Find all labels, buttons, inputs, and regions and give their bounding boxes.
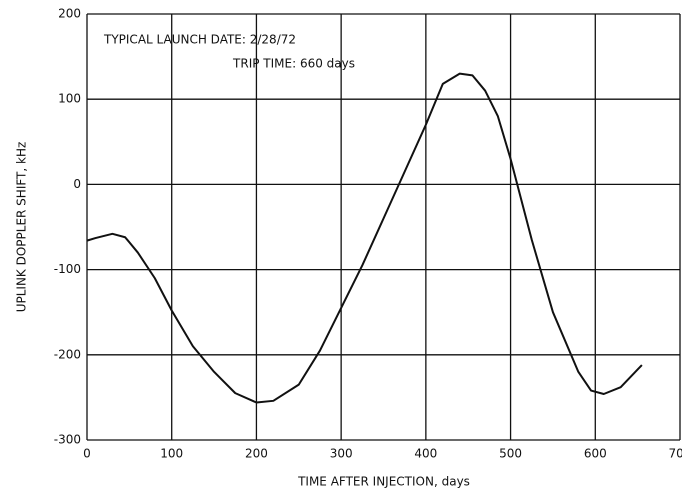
- y-tick-label: -300: [54, 433, 81, 447]
- y-tick-label: 200: [58, 7, 81, 21]
- x-tick-label: 600: [584, 447, 607, 461]
- x-tick-label: 100: [160, 447, 183, 461]
- y-tick-label: -200: [54, 347, 81, 361]
- x-tick-label: 300: [330, 447, 353, 461]
- y-tick-label: 100: [58, 92, 81, 106]
- y-axis-label: UPLINK DOPPLER SHIFT, kHz: [15, 142, 29, 313]
- data-line: [86, 72, 643, 404]
- y-tick-label: -100: [54, 262, 81, 276]
- y-tick-label: 0: [73, 177, 81, 191]
- x-axis-label: TIME AFTER INJECTION, days: [297, 475, 470, 489]
- x-tick-label: 0: [83, 447, 91, 461]
- x-tick-label: 500: [499, 447, 522, 461]
- annotation: TYPICAL LAUNCH DATE: 2/28/72: [103, 33, 296, 47]
- x-tick-label: 400: [414, 447, 437, 461]
- annotation: TRIP TIME: 660 days: [232, 57, 355, 71]
- x-tick-label: 200: [245, 447, 268, 461]
- x-tick-label: 700: [669, 447, 682, 461]
